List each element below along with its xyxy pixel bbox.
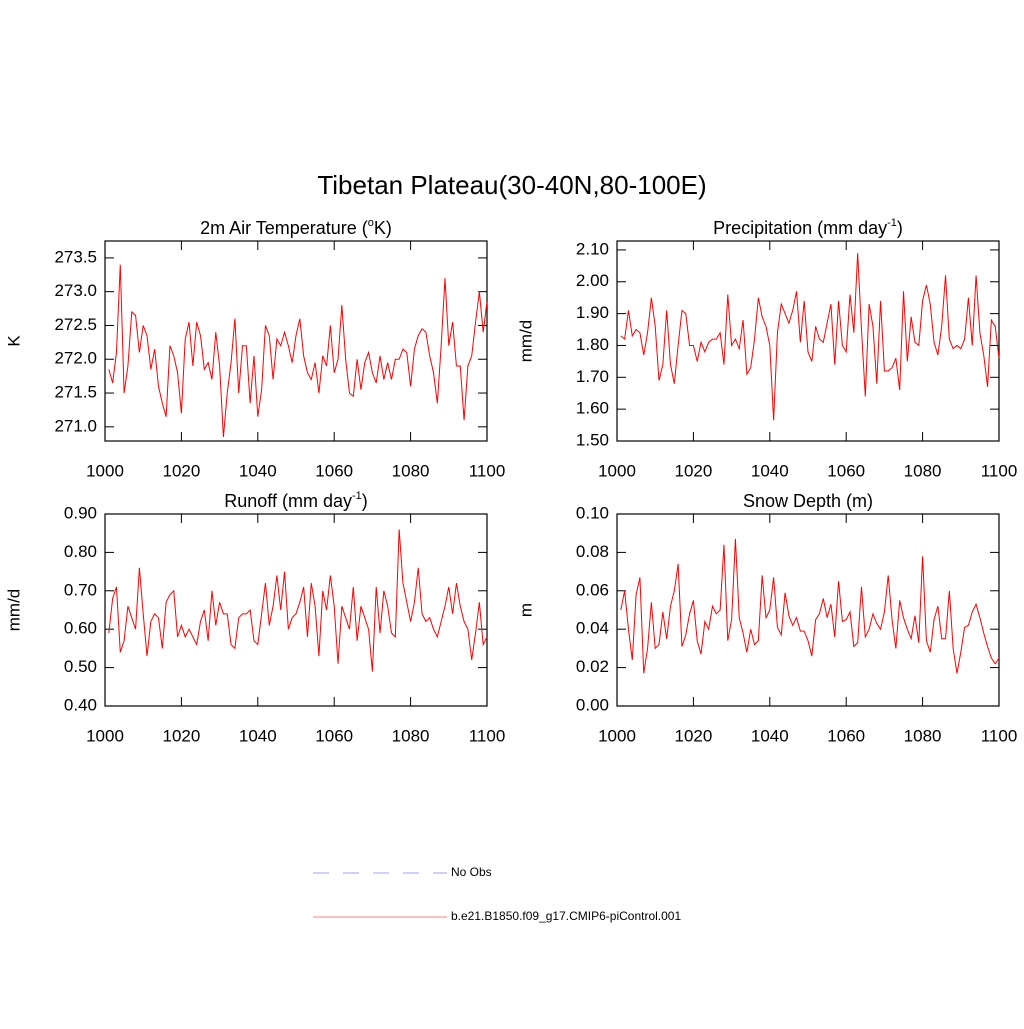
x-tick-label: 1020 <box>162 461 200 480</box>
x-tick-label: 1100 <box>981 726 1018 745</box>
x-tick-label: 1080 <box>392 726 430 745</box>
y-tick-label: 1.70 <box>576 367 609 386</box>
x-tick-label: 1100 <box>981 461 1018 480</box>
x-tick-label: 1060 <box>315 726 353 745</box>
x-tick-label: 1080 <box>904 461 942 480</box>
y-tick-label: 2.10 <box>576 239 609 258</box>
plot-frame <box>104 240 488 442</box>
y-axis-label: mm/d <box>516 320 535 363</box>
y-axis-label: mm/d <box>4 589 23 632</box>
x-tick-label: 1080 <box>904 726 942 745</box>
y-tick-label: 272.0 <box>54 349 97 368</box>
x-tick-label: 1040 <box>239 461 277 480</box>
x-tick-label: 1000 <box>598 461 636 480</box>
panel-title: Runoff (mm day-1) <box>224 490 368 511</box>
x-tick-label: 1000 <box>86 461 124 480</box>
y-tick-label: 0.40 <box>64 695 97 714</box>
y-tick-label: 273.5 <box>54 247 97 266</box>
x-tick-label: 1000 <box>86 726 124 745</box>
y-tick-label: 0.00 <box>576 695 609 714</box>
figure-title: Tibetan Plateau(30-40N,80-100E) <box>317 170 706 200</box>
panel-title: Snow Depth (m) <box>743 491 873 511</box>
data-line <box>620 253 1000 421</box>
legend-label: No Obs <box>451 865 492 879</box>
y-tick-label: 271.5 <box>54 383 97 402</box>
data-line <box>108 529 488 672</box>
y-tick-label: 1.60 <box>576 399 609 418</box>
title-part: ) <box>897 218 903 238</box>
y-tick-label: 272.5 <box>54 315 97 334</box>
title-part: K) <box>374 218 392 238</box>
y-tick-label: 271.0 <box>54 416 97 435</box>
x-tick-label: 1060 <box>315 461 353 480</box>
x-tick-label: 1040 <box>751 461 789 480</box>
title-part: ) <box>362 491 368 511</box>
data-line <box>620 538 1000 674</box>
panel-title: Precipitation (mm day-1) <box>713 217 903 238</box>
x-tick-label: 1020 <box>674 726 712 745</box>
y-tick-label: 0.08 <box>576 542 609 561</box>
y-tick-label: 0.06 <box>576 580 609 599</box>
title-part: Runoff (mm day <box>224 491 352 511</box>
y-tick-label: 1.80 <box>576 335 609 354</box>
panel-title: 2m Air Temperature (oK) <box>200 217 392 238</box>
title-part: Precipitation (mm day <box>713 218 887 238</box>
data-line <box>108 264 488 437</box>
x-tick-label: 1100 <box>469 726 506 745</box>
x-tick-label: 1080 <box>392 461 430 480</box>
title-part: o <box>368 217 374 229</box>
x-tick-label: 1040 <box>751 726 789 745</box>
x-tick-label: 1040 <box>239 726 277 745</box>
x-tick-label: 1000 <box>598 726 636 745</box>
plot-frame <box>104 513 488 707</box>
y-tick-label: 1.90 <box>576 303 609 322</box>
y-axis-label: K <box>4 335 23 347</box>
y-tick-label: 0.90 <box>64 503 97 522</box>
y-tick-label: 273.0 <box>54 281 97 300</box>
title-part: -1 <box>352 490 362 502</box>
y-axis-label: m <box>516 603 535 617</box>
title-part: Snow Depth (m) <box>743 491 873 511</box>
y-tick-label: 0.04 <box>576 619 609 638</box>
legend-label: b.e21.B1850.f09_g17.CMIP6-piControl.001 <box>451 909 681 923</box>
x-tick-label: 1060 <box>827 726 865 745</box>
plot-frame <box>616 513 1000 707</box>
y-tick-label: 0.50 <box>64 657 97 676</box>
x-tick-label: 1020 <box>674 461 712 480</box>
x-tick-label: 1020 <box>162 726 200 745</box>
y-tick-label: 2.00 <box>576 271 609 290</box>
y-tick-label: 0.60 <box>64 619 97 638</box>
y-tick-label: 0.02 <box>576 657 609 676</box>
y-tick-label: 1.50 <box>576 430 609 449</box>
y-tick-label: 0.10 <box>576 503 609 522</box>
x-tick-label: 1060 <box>827 461 865 480</box>
title-part: -1 <box>887 217 897 229</box>
title-part: 2m Air Temperature ( <box>200 218 368 238</box>
x-tick-label: 1100 <box>469 461 506 480</box>
y-tick-label: 0.80 <box>64 542 97 561</box>
y-tick-label: 0.70 <box>64 580 97 599</box>
plot-frame <box>616 240 1000 442</box>
